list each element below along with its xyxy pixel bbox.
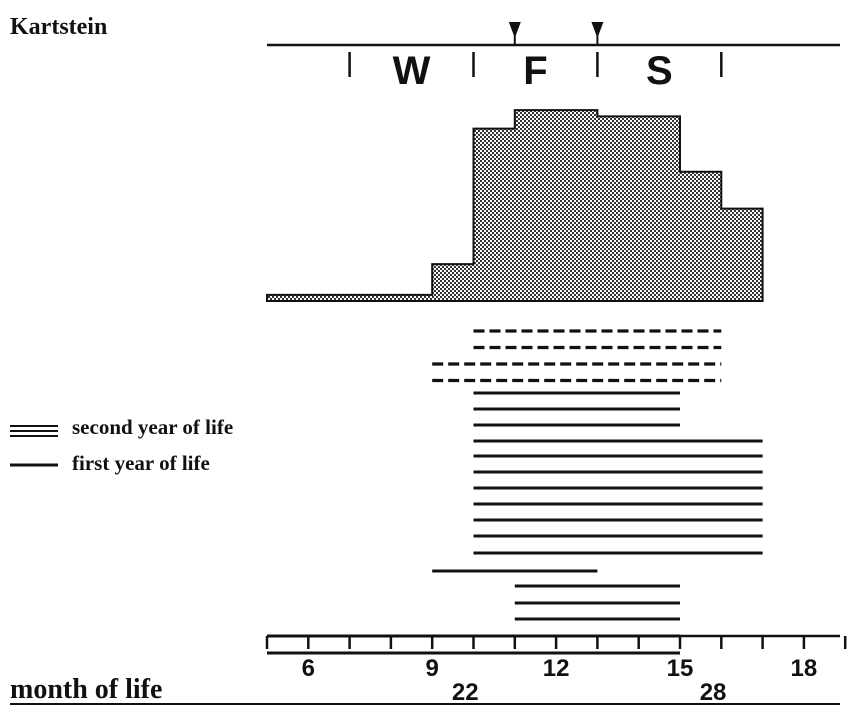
x-tick-label: 18 [791, 655, 818, 682]
legend-dash-marker [10, 425, 58, 437]
season-label-s: S [646, 49, 673, 93]
individual-ranges [267, 329, 763, 655]
legend: second year of life first year of life [10, 415, 233, 475]
histogram-area [266, 109, 764, 302]
season-label-f: F [523, 49, 547, 93]
x-axis-label: month of life [10, 674, 162, 705]
histogram [266, 109, 764, 302]
legend-second-year-label: second year of life [72, 415, 233, 439]
x-secondary-tick-label: 28 [700, 679, 727, 706]
chart-title: Kartstein [10, 14, 107, 40]
x-tick-label: 15 [667, 655, 694, 682]
legend-first-year-label: first year of life [72, 451, 210, 475]
x-axis: 6 9 12 15 18 22 28 [265, 634, 847, 706]
x-tick-label: 6 [302, 655, 315, 682]
season-label-w: W [393, 49, 431, 93]
x-tick-label: 9 [426, 655, 439, 682]
x-secondary-tick-label: 22 [452, 679, 479, 706]
x-tick-label: 12 [543, 655, 570, 682]
